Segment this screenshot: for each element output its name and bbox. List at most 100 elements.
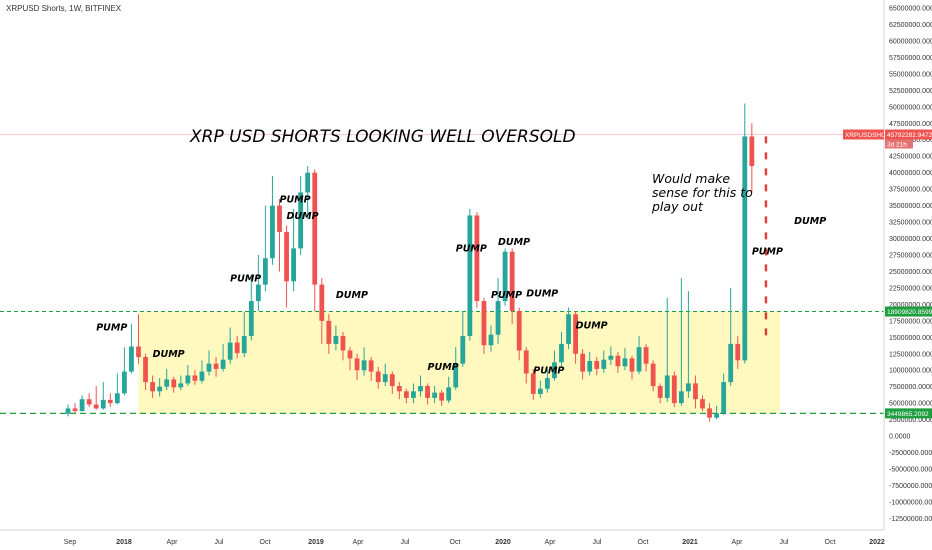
candle-body [319,284,325,321]
candle-body [495,301,501,335]
annotations: PUMP DUMP PUMP PUMP DUMP DUMP PUMP PUMP DUMP PUMP… [96,194,826,376]
candle-body [671,375,677,404]
price-tick-label: 7500000.0000 [889,384,932,391]
candle-body [460,335,466,364]
price-tick-label: 15000000.0000 [889,335,932,342]
candle-body [566,314,571,344]
price-tick-label: 35000000.0000 [889,203,932,210]
price-tick-label: 55000000.0000 [889,71,932,78]
time-tick-label: 2021 [682,539,698,546]
candle-body [601,359,607,369]
candle-body [382,374,388,383]
time-tick-label: Sep [64,539,77,546]
candle-body [333,335,339,344]
annotation-dump: DUMP [498,237,530,248]
candle-body [255,284,261,302]
time-tick-label: Apr [353,539,365,546]
candles [65,103,755,422]
price-tick-label: 65000000.00000 [889,6,932,13]
candle-body [418,386,423,392]
candle-body [594,361,600,369]
candle-body [580,353,586,372]
candle-body [552,362,557,379]
price-tick-label: -2500000.0000 [889,450,932,457]
price-tick-label: 52500000.0000 [889,88,932,95]
candle-body [735,343,741,361]
candle-body [220,359,226,369]
price-tick-label: 0.0000 [889,434,911,441]
range-zone-fill [138,311,781,414]
candle-body [537,388,543,394]
time-tick-label: 2018 [116,539,132,546]
candle-body [157,386,163,392]
candle-body [516,310,522,351]
candle-body [467,215,473,336]
candle-body [425,386,430,398]
price-tick-label: 12500000.0000 [889,351,932,358]
time-tick-label: 2022 [869,539,885,546]
candle-body [206,363,212,372]
time-axis: Sep 2018 Apr Jul Oct 2019 Apr Jul Oct 2020 Apr Jul O… [0,529,885,546]
price-tick-label: 62500000.0000 [889,22,932,29]
time-tick-label: Oct [825,539,836,546]
candle-body [678,391,684,404]
candle-body [559,343,564,363]
candle-body [608,355,614,360]
candle-body [298,192,304,249]
candle-body [643,347,649,364]
candle-body [453,363,459,388]
candle-body [291,248,296,282]
time-tick-label: Apr [167,539,179,546]
callout-line: sense for this to [652,185,753,200]
price-tick-label: 42500000.0000 [889,154,932,161]
chart-title: XRP USD SHORTS LOOKING WELL OVERSOLD [189,127,576,147]
price-tick-label: 60000000.0000 [889,38,932,45]
candle-body [93,404,99,409]
candle-body [178,383,184,388]
candle-body [164,379,170,387]
annotation-pump: PUMP [456,244,487,255]
zone-top-badge-bg [885,306,932,317]
callout-line: Would make [652,171,730,186]
time-tick-label: Oct [260,539,271,546]
time-tick-label: 2019 [308,539,324,546]
candle-body [114,393,120,404]
candle-body [523,350,529,374]
candle-body [389,374,395,387]
zone-bottom-badge-bg [885,408,932,419]
candle-body [657,386,663,398]
price-tick-label: 37500000.0000 [889,187,932,194]
candle-body [650,363,656,387]
candle-body [227,342,233,360]
annotation-pump: PUMP [96,323,127,334]
price-tick-label: -5000000.0000 [889,467,932,474]
candle-body [396,386,402,392]
candle-body [728,343,734,383]
annotation-dump: DUMP [336,290,368,301]
time-tick-label: Jul [215,539,224,546]
last-price-sub-bg [885,139,913,149]
annotation-pump: PUMP [230,273,261,284]
candle-body [686,383,691,392]
last-price-badge-text: 45792282.9472 [887,132,932,139]
price-tick-label: 17500000.0000 [889,318,932,325]
candle-body [277,205,282,232]
price-tick-label: 32500000.0000 [889,220,932,227]
candle-body [136,346,141,358]
annotation-dump: DUMP [526,288,558,299]
candle-body [122,371,127,394]
annotation-pump: PUMP [533,366,564,377]
time-tick-label: Apr [732,539,744,546]
candle-body [432,392,437,398]
last-price-badge-bg [885,129,932,140]
time-tick-label: Apr [545,539,557,546]
last-price-symbol-bg [843,129,884,140]
candle-body [185,375,191,384]
annotation-dump: DUMP [287,211,319,222]
candle-body [700,399,705,409]
candle-body [347,350,353,359]
annotation-dump: DUMP [794,216,826,227]
